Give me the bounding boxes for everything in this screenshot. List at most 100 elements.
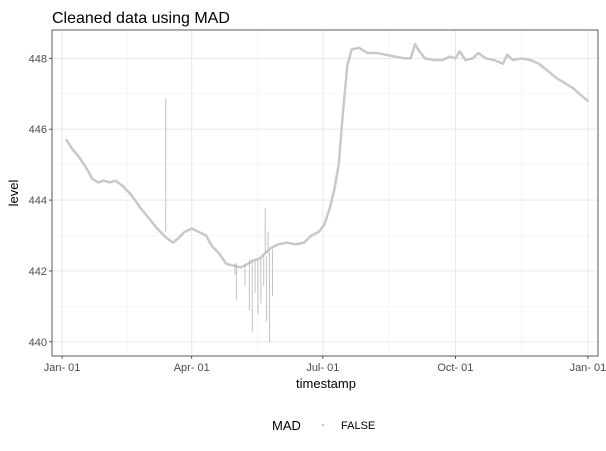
spike-point	[266, 314, 268, 316]
spike-point	[267, 250, 269, 252]
spike-point	[268, 296, 271, 298]
spike-point	[264, 243, 266, 245]
spike-point	[260, 261, 262, 264]
spike-point	[271, 263, 273, 265]
spike-point	[264, 230, 266, 232]
spike-point	[251, 327, 253, 329]
spike-point	[251, 284, 253, 286]
spike-point	[165, 144, 167, 146]
spike-point	[251, 282, 253, 284]
spike-point	[234, 270, 236, 272]
spike-point	[165, 228, 167, 230]
spike-point	[165, 229, 167, 231]
spike-point	[165, 166, 167, 168]
spike-point	[264, 244, 266, 246]
spike-point	[264, 248, 266, 250]
spike-point	[266, 316, 268, 318]
spike-point	[251, 303, 253, 305]
spike-point	[235, 271, 237, 273]
spike-point	[268, 284, 271, 286]
spike-point	[165, 137, 167, 139]
spike-point	[266, 297, 268, 299]
spike-point	[165, 183, 167, 185]
spike-point	[271, 253, 273, 255]
spike-point	[268, 304, 271, 306]
spike-point	[165, 216, 167, 218]
spike-point	[263, 280, 265, 282]
spike-point	[268, 260, 271, 262]
spike-point	[257, 273, 259, 275]
spike-point	[235, 285, 237, 288]
y-axis-title: level	[6, 180, 21, 207]
spike-point	[268, 316, 271, 318]
spike-point	[165, 165, 167, 167]
spike-point	[235, 275, 237, 277]
spike-point	[248, 290, 250, 292]
spike-point	[264, 237, 266, 240]
spike-point	[266, 302, 268, 304]
spike-point	[264, 232, 266, 234]
plot-data	[65, 42, 590, 343]
spike-point	[271, 251, 273, 253]
spike-point	[268, 276, 271, 278]
spike-point	[264, 217, 266, 219]
spike-point	[264, 247, 266, 249]
spike-point	[267, 243, 269, 246]
spike-point	[165, 209, 167, 211]
spike-point	[251, 322, 253, 324]
spike-point	[264, 233, 266, 235]
spike-point	[165, 132, 167, 134]
spike-point	[268, 340, 271, 342]
spike-point	[248, 283, 250, 285]
spike-point	[165, 106, 167, 108]
spike-point	[251, 297, 253, 299]
spike-point	[165, 155, 167, 157]
spike-point	[251, 313, 253, 315]
spike-point	[266, 299, 268, 301]
spike-point	[260, 273, 262, 275]
spike-point	[235, 286, 237, 289]
spike-point	[268, 278, 271, 280]
spike-point	[248, 282, 250, 284]
spike-point	[267, 249, 269, 251]
spike-point	[260, 297, 262, 299]
spike-point	[266, 296, 268, 298]
spike-point	[268, 262, 271, 264]
spike-point	[234, 267, 236, 269]
spike-point	[254, 289, 256, 291]
spike-point	[257, 271, 259, 273]
spike-point	[264, 236, 266, 239]
spike-point	[244, 264, 246, 266]
spike-point	[263, 278, 265, 280]
spike-point	[251, 281, 253, 283]
spike-point	[268, 259, 271, 261]
spike-point	[248, 274, 250, 276]
spike-point	[260, 292, 262, 294]
spike-point	[248, 289, 250, 291]
spike-point	[165, 105, 167, 107]
spike-point	[264, 250, 266, 252]
spike-point	[165, 134, 167, 136]
spike-point	[165, 188, 167, 190]
spike-point	[257, 308, 259, 311]
spike-point	[254, 264, 256, 266]
spike-point	[165, 115, 167, 117]
spike-point	[234, 265, 236, 267]
spike-point	[264, 226, 266, 228]
spike-point	[271, 268, 273, 270]
spike-point	[165, 125, 167, 127]
chart-title: Cleaned data using MAD	[52, 10, 230, 27]
spike-point	[251, 320, 253, 322]
spike-point	[266, 300, 268, 302]
spike-point	[234, 263, 236, 265]
spike-point	[266, 266, 268, 268]
spike-point	[235, 284, 237, 287]
spike-point	[260, 293, 262, 295]
spike-point	[271, 257, 273, 260]
spike-point	[248, 309, 250, 311]
spike-point	[264, 231, 266, 233]
spike-point	[268, 294, 271, 296]
spike-point	[165, 174, 167, 176]
spike-point	[251, 302, 253, 304]
spike-point	[165, 199, 167, 201]
